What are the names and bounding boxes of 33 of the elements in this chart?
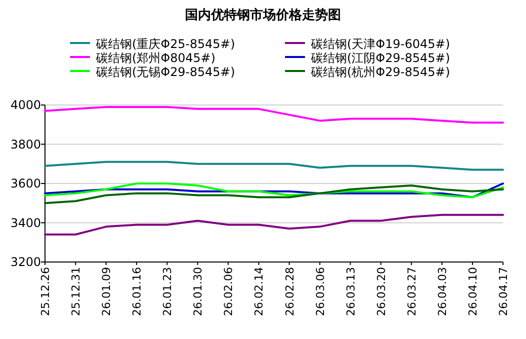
y-tick-label: 3200 (10, 255, 41, 269)
y-tick-label: 4000 (10, 98, 41, 112)
x-tick-label: 26.02.06 (222, 267, 236, 316)
legend-label: 碳结钢(重庆Φ25-8545#) (95, 37, 236, 51)
legend-label: 碳结钢(郑州Φ8045#) (95, 51, 216, 65)
legend-label: 碳结钢(杭州Φ29-8545#) (310, 65, 450, 79)
line-series (44, 184, 504, 204)
x-tick-label: 26.01.30 (192, 267, 205, 316)
y-tick-label: 3600 (10, 176, 41, 190)
y-tick-label: 3800 (10, 137, 41, 152)
chart-title: 国内优特钢市场价格走势图 (185, 7, 341, 23)
x-tick-label: 26.01.16 (130, 267, 144, 316)
line-series (44, 214, 504, 236)
x-tick-label: 26.02.14 (252, 267, 266, 316)
legend-label: 碳结钢(天津Φ19-6045#) (310, 37, 450, 51)
x-tick-label: 26.04.10 (466, 267, 480, 316)
legend-label: 碳结钢(江阴Φ29-8545#) (310, 51, 450, 65)
x-tick-label: 26.02.28 (283, 267, 296, 316)
line-series (44, 182, 504, 198)
x-tick-label: 26.01.23 (161, 267, 174, 316)
x-tick-label: 26.04.17 (497, 267, 510, 316)
x-tick-label: 26.01.09 (100, 267, 114, 316)
x-tick-label: 26.03.13 (344, 267, 358, 316)
legend-label: 碳结钢(无锡Φ29-8545#) (95, 65, 236, 79)
line-series (44, 106, 504, 124)
x-tick-label: 26.03.06 (314, 267, 327, 316)
line-series (44, 160, 504, 171)
x-tick-label: 25.12.26 (39, 267, 52, 316)
x-tick-label: 26.04.03 (436, 267, 449, 316)
x-tick-label: 26.03.27 (405, 267, 418, 316)
x-tick-label: 26.03.20 (374, 267, 388, 316)
x-tick-label: 25.12.31 (70, 267, 83, 316)
y-tick-label: 3400 (10, 216, 41, 230)
